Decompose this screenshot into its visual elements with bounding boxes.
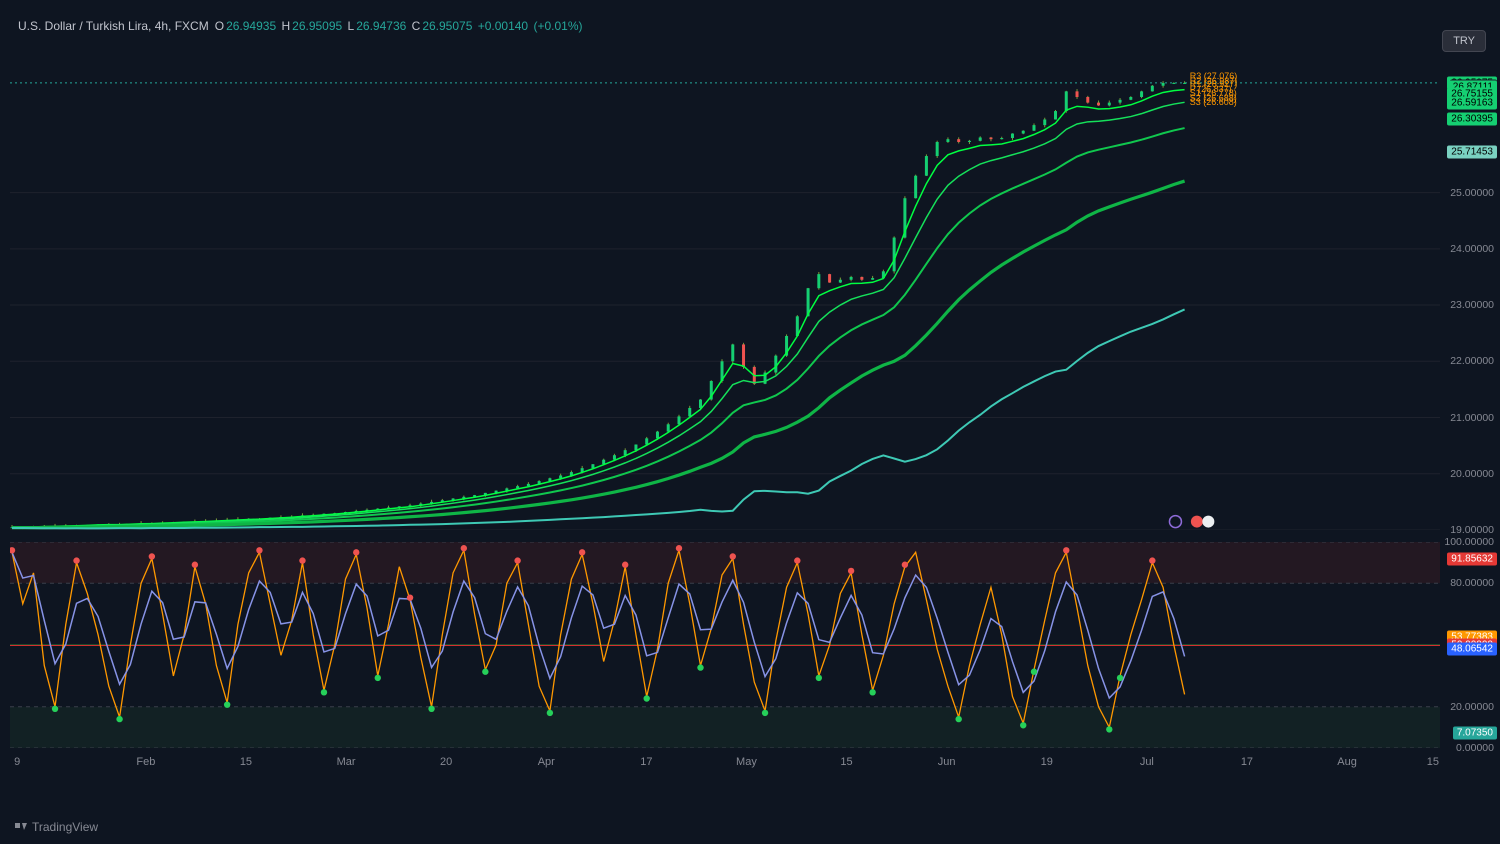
osc-tick-label: 100.00000 (1444, 536, 1494, 548)
brand-footer: TradingView (14, 820, 98, 834)
price-chart[interactable]: R3 (27.076)R2 (26.987)R1 (26.927)P (26.8… (10, 52, 1440, 530)
oscillator-chart[interactable] (10, 542, 1440, 748)
time-tick-label: 15 (1427, 756, 1439, 768)
time-tick-label: Apr (538, 756, 555, 768)
time-tick-label: May (736, 756, 757, 768)
price-tick-label: 23.00000 (1450, 299, 1494, 311)
currency-button[interactable]: TRY (1442, 30, 1486, 52)
price-tick-label: 21.00000 (1450, 412, 1494, 424)
time-tick-label: 20 (440, 756, 452, 768)
osc-marker: 48.06542 (1447, 642, 1497, 655)
oscillator-y-axis[interactable]: 0.0000020.0000050.0000080.00000100.00000… (1440, 542, 1500, 748)
price-tick-label: 24.00000 (1450, 243, 1494, 255)
time-tick-label: 15 (240, 756, 252, 768)
pivot-label: S3 (26.608) (1190, 97, 1237, 107)
time-tick-label: 19 (1041, 756, 1053, 768)
price-marker: 25.71453 (1447, 146, 1497, 159)
price-y-axis[interactable]: 19.0000020.0000021.0000022.0000023.00000… (1440, 52, 1500, 530)
time-tick-label: 9 (14, 756, 20, 768)
osc-tick-label: 80.00000 (1450, 577, 1494, 589)
osc-tick-label: 20.00000 (1450, 701, 1494, 713)
time-tick-label: Mar (337, 756, 356, 768)
time-tick-label: 15 (840, 756, 852, 768)
price-marker: 26.30395 (1447, 113, 1497, 126)
chart-header: U.S. Dollar / Turkish Lira, 4h, FXCM O26… (0, 0, 1500, 52)
osc-marker: 91.85632 (1447, 552, 1497, 565)
price-marker: 26.59163 (1447, 97, 1497, 110)
time-tick-label: Jul (1140, 756, 1154, 768)
osc-tick-label: 0.00000 (1456, 742, 1494, 754)
time-tick-label: Feb (136, 756, 155, 768)
price-tick-label: 25.00000 (1450, 187, 1494, 199)
price-tick-label: 22.00000 (1450, 355, 1494, 367)
ohlc-readout: O26.94935 H26.95095 L26.94736 C26.95075 … (215, 19, 585, 33)
time-tick-label: Aug (1337, 756, 1357, 768)
time-tick-label: Jun (938, 756, 956, 768)
symbol-label[interactable]: U.S. Dollar / Turkish Lira, 4h, FXCM (18, 19, 209, 33)
time-axis[interactable]: 9 Feb 15 Mar 20 Apr 17 May 15 Jun 19 Jul 17 Aug 15 (10, 752, 1440, 780)
time-tick-label: 17 (1241, 756, 1253, 768)
tradingview-icon (14, 820, 28, 834)
price-tick-label: 19.00000 (1450, 524, 1494, 536)
price-tick-label: 20.00000 (1450, 468, 1494, 480)
osc-marker: 7.07350 (1453, 727, 1497, 740)
time-tick-label: 17 (640, 756, 652, 768)
